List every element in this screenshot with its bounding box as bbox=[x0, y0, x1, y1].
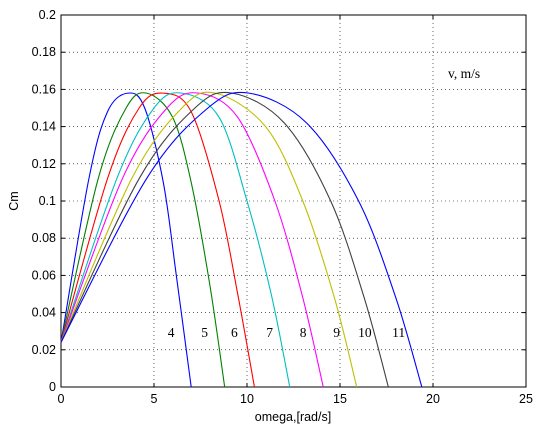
y-tick-label: 0.04 bbox=[32, 306, 56, 320]
series-line-v6 bbox=[60, 92, 255, 388]
y-tick-label: 0.16 bbox=[32, 82, 56, 96]
series-line-v10 bbox=[60, 91, 389, 388]
grid bbox=[61, 15, 526, 387]
series-label-v10: 10 bbox=[358, 325, 372, 340]
x-tick-label: 25 bbox=[519, 392, 533, 406]
series-labels: 4 5 6 7 8 9 10 11 bbox=[168, 325, 405, 340]
series-label-v11: 11 bbox=[392, 325, 405, 340]
y-axis-ticks: 0 0.02 0.04 0.06 0.08 0.1 0.12 0.14 0.16 0.18 0.2 bbox=[32, 8, 526, 394]
x-tick-label: 10 bbox=[240, 392, 254, 406]
y-tick-label: 0.18 bbox=[32, 45, 56, 59]
series-line-v11 bbox=[60, 91, 423, 388]
y-tick-label: 0.06 bbox=[32, 268, 56, 282]
y-tick-label: 0 bbox=[49, 380, 56, 394]
y-tick-label: 0.2 bbox=[39, 8, 56, 22]
series-line-v9 bbox=[60, 91, 358, 388]
x-tick-label: 15 bbox=[333, 392, 347, 406]
series-label-v6: 6 bbox=[231, 325, 238, 340]
series-lines bbox=[60, 91, 423, 388]
x-tick-label: 5 bbox=[151, 392, 158, 406]
y-tick-label: 0.08 bbox=[32, 231, 56, 245]
y-tick-label: 0.1 bbox=[39, 194, 56, 208]
x-tick-label: 0 bbox=[58, 392, 65, 406]
x-axis-ticks: 0 5 10 15 20 25 bbox=[58, 15, 533, 406]
series-label-v9: 9 bbox=[333, 325, 340, 340]
series-label-v4: 4 bbox=[168, 325, 175, 340]
y-tick-label: 0.12 bbox=[32, 157, 56, 171]
y-axis-label: Cm bbox=[7, 191, 21, 210]
series-label-v7: 7 bbox=[266, 325, 273, 340]
series-line-v5 bbox=[60, 92, 226, 388]
x-axis-label: omega,[rad/s] bbox=[255, 410, 331, 424]
series-label-v5: 5 bbox=[201, 325, 208, 340]
series-line-v8 bbox=[60, 92, 324, 388]
series-label-v8: 8 bbox=[300, 325, 307, 340]
y-tick-label: 0.14 bbox=[32, 120, 56, 134]
x-tick-label: 20 bbox=[426, 392, 440, 406]
legend-title: v, m/s bbox=[448, 66, 480, 81]
series-line-v7 bbox=[60, 92, 291, 388]
y-tick-label: 0.02 bbox=[32, 343, 56, 357]
